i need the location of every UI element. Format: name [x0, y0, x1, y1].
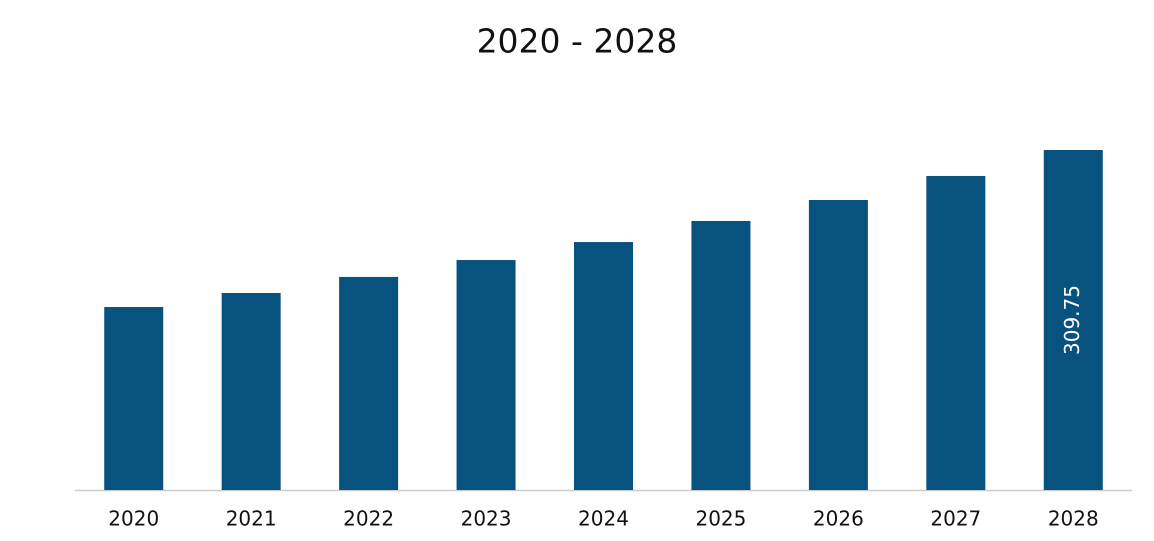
x-tick-label: 2027 — [930, 507, 981, 531]
x-tick-label: 2022 — [343, 507, 394, 531]
bar — [1043, 150, 1103, 490]
x-tick-label: 2023 — [461, 507, 512, 531]
bar — [104, 307, 164, 490]
x-tick-label: 2021 — [226, 507, 277, 531]
chart-title: 2020 - 2028 — [477, 22, 678, 61]
value-label: 309.75 — [1060, 285, 1084, 355]
x-tick-label: 2025 — [695, 507, 746, 531]
bar — [221, 292, 281, 490]
bar — [574, 242, 633, 490]
bar — [808, 199, 868, 490]
bar — [456, 260, 516, 490]
x-tick-label: 2020 — [108, 507, 159, 531]
bar — [339, 276, 399, 490]
x-tick-label: 2026 — [813, 507, 864, 531]
x-tick-label: 2024 — [578, 507, 629, 531]
bar — [691, 220, 751, 490]
bar — [926, 175, 986, 490]
x-tick-label: 2028 — [1048, 507, 1099, 531]
